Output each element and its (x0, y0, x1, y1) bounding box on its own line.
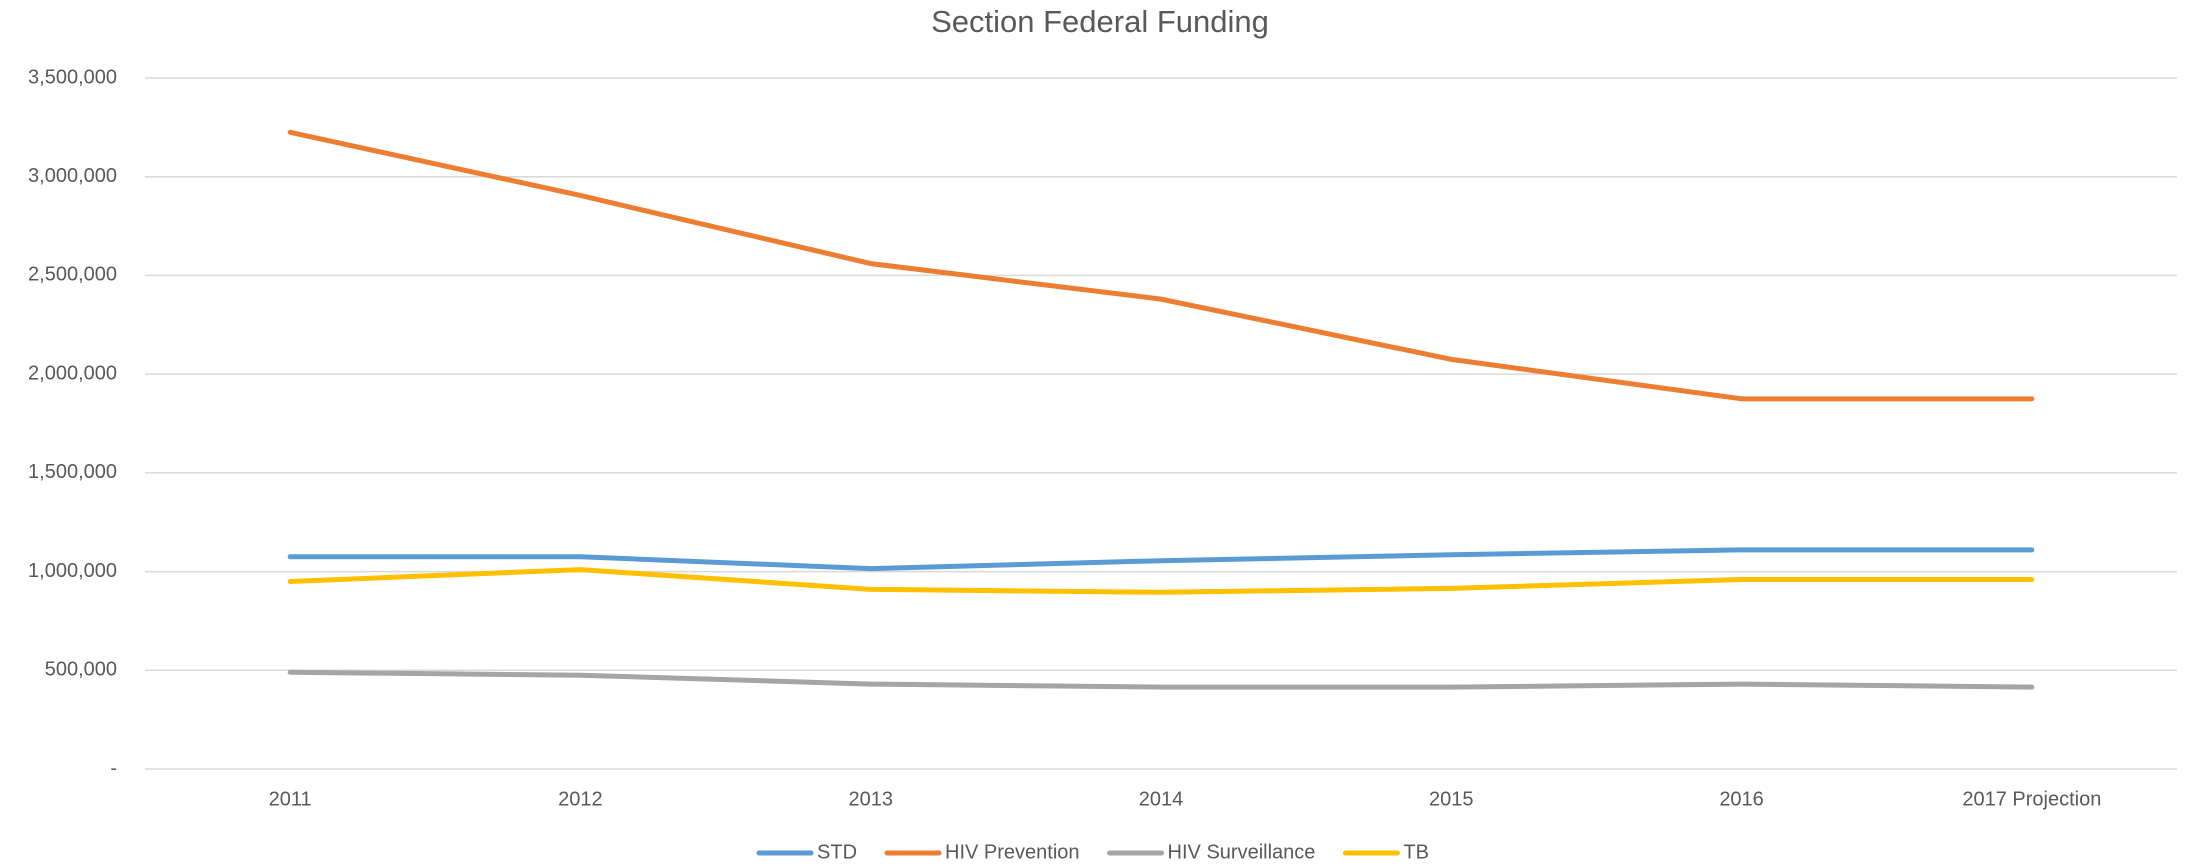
legend-label: TB (1403, 841, 1429, 863)
x-tick-label: 2013 (848, 788, 893, 810)
x-tick-label: 2014 (1139, 788, 1184, 810)
chart-title: Section Federal Funding (931, 4, 1269, 39)
y-tick-label: 500,000 (45, 659, 117, 681)
series-line (287, 669, 2035, 690)
series-line (287, 547, 2035, 572)
series-line (287, 567, 2035, 595)
y-tick-label: 2,500,000 (28, 264, 117, 286)
x-tick-label: 2015 (1429, 788, 1474, 810)
legend-label: HIV Surveillance (1168, 841, 1316, 863)
y-tick-label: 2,000,000 (28, 362, 117, 384)
y-tick-label: 1,000,000 (28, 560, 117, 582)
y-tick-label: 3,000,000 (28, 165, 117, 187)
y-tick-label: 1,500,000 (28, 461, 117, 483)
x-tick-label: 2016 (1719, 788, 1764, 810)
x-tick-label: 2017 Projection (1962, 788, 2101, 810)
y-tick-label: 3,500,000 (28, 66, 117, 88)
series-line (287, 129, 2035, 402)
y-tick-label: - (110, 757, 117, 779)
legend-label: STD (817, 841, 857, 863)
x-tick-label: 2012 (558, 788, 603, 810)
legend-label: HIV Prevention (945, 841, 1080, 863)
x-tick-label: 2011 (269, 788, 312, 810)
